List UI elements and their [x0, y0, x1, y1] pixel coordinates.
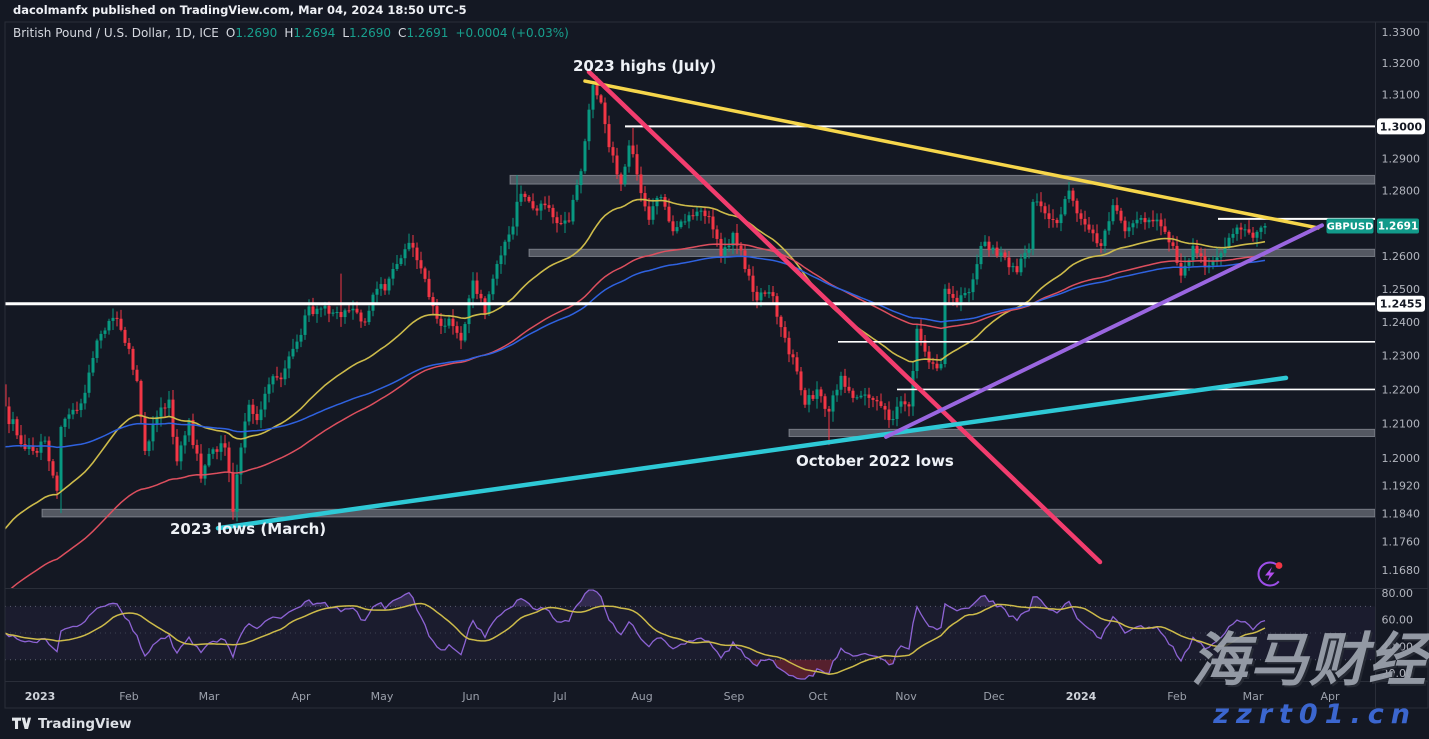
- horizontal-levels: [5, 125, 1375, 391]
- watermark-cjk: 海马财经: [1190, 626, 1427, 694]
- month-label: Apr: [1320, 690, 1340, 703]
- price-tick: 1.2100: [1382, 418, 1421, 431]
- chart-legend: British Pound / U.S. Dollar, 1D, ICE O1.2…: [13, 26, 569, 40]
- price-axis[interactable]: 1.3300 1.3200 1.3100 1.2900 1.2800 1.2600 1.25…: [1326, 26, 1426, 680]
- lightning-icon[interactable]: [1257, 561, 1283, 587]
- month-label: Apr: [291, 690, 311, 703]
- level-price-badge: [1377, 295, 1425, 312]
- month-label: Feb: [119, 690, 138, 703]
- month-label: Sep: [724, 690, 745, 703]
- moving-averages: [5, 198, 1266, 589]
- ma-mid: [10, 243, 1266, 589]
- svg-text:1.2691: 1.2691: [1378, 221, 1419, 233]
- svg-text:GBPUSD: GBPUSD: [1327, 222, 1374, 233]
- long-uptrend-cyan: [215, 375, 1289, 531]
- steep-downtrend-pink: [586, 69, 1103, 565]
- month-label: May: [371, 690, 394, 703]
- month-label: Feb: [1167, 690, 1186, 703]
- rising-support-purple: [884, 223, 1324, 439]
- month-label: Nov: [895, 690, 917, 703]
- price-tick: 1.2500: [1382, 283, 1421, 296]
- month-label: Mar: [1243, 690, 1264, 703]
- rsi-pane: [5, 589, 1376, 680]
- footer-bar: TradingView: [0, 708, 1429, 739]
- zone-band: [528, 248, 1376, 257]
- footer-brand[interactable]: TradingView: [38, 715, 132, 732]
- price-tick: 1.2900: [1382, 152, 1421, 165]
- month-label: Jun: [461, 690, 479, 703]
- current-price-badge: [1377, 218, 1419, 234]
- ma-fast: [5, 198, 1266, 530]
- price-tick: 1.2600: [1382, 250, 1421, 263]
- rsi-tick: 80.00: [1382, 587, 1414, 600]
- year-label: 2023: [25, 690, 56, 703]
- price-tick: 1.2200: [1382, 383, 1421, 396]
- month-label: Oct: [808, 690, 828, 703]
- candlestick-series: [5, 76, 1267, 522]
- month-label: Jul: [552, 690, 566, 703]
- svg-text:1.2455: 1.2455: [1380, 298, 1422, 311]
- price-tick: 1.1680: [1382, 564, 1421, 577]
- annotation-text: 2023 lows (March): [170, 520, 326, 538]
- rsi-line: [5, 589, 1266, 680]
- price-tick: 1.1840: [1382, 507, 1421, 520]
- publish-info-bar: dacolmanfx published on TradingView.com,…: [0, 0, 1429, 22]
- price-tick: 1.2400: [1382, 316, 1421, 329]
- price-tick: 1.2000: [1382, 452, 1421, 465]
- descending-resistance-yellow: [583, 79, 1320, 230]
- rsi-tick: 40.00: [1382, 640, 1414, 653]
- annotation-text: October 2022 lows: [796, 452, 954, 470]
- publish-info-text: dacolmanfx published on TradingView.com,…: [13, 3, 467, 17]
- price-tick: 1.3200: [1382, 57, 1421, 70]
- rsi-ma-line: [5, 602, 1266, 675]
- svg-text:1.3000: 1.3000: [1380, 120, 1423, 133]
- month-label: Dec: [983, 690, 1004, 703]
- price-tick: 1.2300: [1382, 350, 1421, 363]
- notification-dot: [1275, 562, 1283, 569]
- price-tick: 1.3100: [1382, 89, 1421, 102]
- tradingview-logo-icon[interactable]: [12, 717, 31, 731]
- ma-slow: [5, 255, 1266, 449]
- month-label: Aug: [631, 690, 652, 703]
- watermark-url: zzrt01.cn: [1213, 699, 1417, 730]
- annotations: 2023 highs (July) October 2022 lows 2023 l…: [170, 57, 954, 538]
- annotation-text: 2023 highs (July): [573, 57, 716, 75]
- level-price-badge: [1377, 118, 1425, 135]
- price-tick: 1.1760: [1382, 536, 1421, 549]
- month-label: Mar: [199, 690, 220, 703]
- price-tick: 1.3300: [1382, 26, 1421, 39]
- ohlc-values: O1.2690 H1.2694 L1.2690 C1.2691 +0.0004 (+0.…: [225, 26, 569, 40]
- year-label: 2024: [1066, 690, 1097, 703]
- symbol-title: British Pound / U.S. Dollar, 1D, ICE: [13, 26, 219, 40]
- trend-lines: [215, 69, 1324, 565]
- rsi-tick: 60.00: [1382, 614, 1414, 627]
- symbol-badge: [1326, 218, 1374, 234]
- rsi-tick: 20.00: [1382, 667, 1414, 680]
- zone-band: [41, 508, 1376, 518]
- price-tick: 1.1920: [1382, 480, 1421, 493]
- price-tick: 1.2800: [1382, 185, 1421, 198]
- time-axis[interactable]: 2023 Feb Mar Apr May Jun Jul Aug Sep Oct Nov Dec 202…: [25, 690, 1340, 703]
- chart-frame: [4, 21, 1429, 709]
